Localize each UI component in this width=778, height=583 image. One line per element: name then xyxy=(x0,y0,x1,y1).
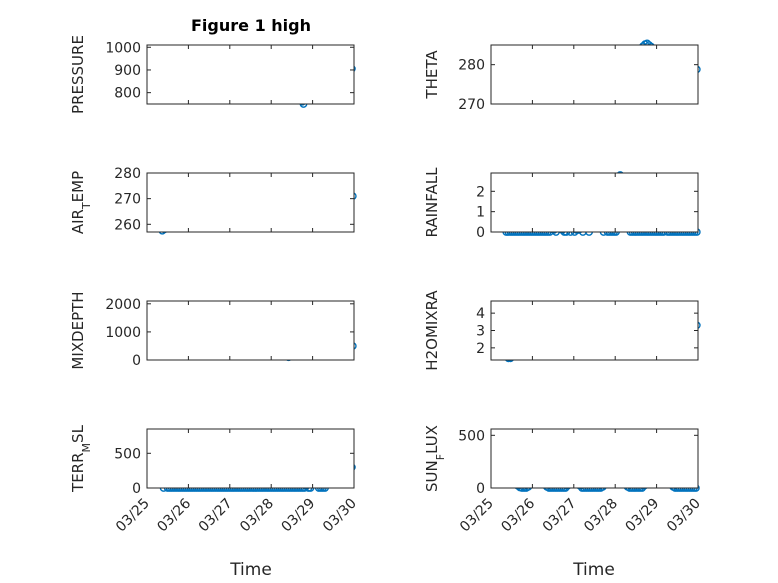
axes-box xyxy=(146,300,355,361)
subplot-h2omixra: 23 4 H2OMIXRA xyxy=(423,290,701,371)
y-axis-label: MIXDEPTH xyxy=(69,291,87,369)
y-tick-label: 280 xyxy=(114,166,141,182)
axes-box xyxy=(490,172,699,233)
axes-box xyxy=(490,300,699,361)
subplot-terr-msl: 0 500 03/25 03/26 03/27 03/28 03/29 03/30 TERRMS… xyxy=(69,424,360,535)
y-tick-label: 1 xyxy=(476,205,485,221)
y-tick-label: 1000 xyxy=(105,40,141,56)
y-tick-label: 0 xyxy=(132,481,141,497)
y-tick-label: 800 xyxy=(114,86,141,102)
x-tick-label: 03/30 xyxy=(664,496,704,536)
y-axis-label: THETA xyxy=(423,50,441,100)
y-tick-label: 1000 xyxy=(105,325,141,341)
x-axis-label-left: Time xyxy=(229,560,272,580)
y-tick-label: 2 xyxy=(476,341,485,357)
x-tick-label: 03/28 xyxy=(581,496,621,536)
x-tick-label: 03/29 xyxy=(279,496,319,536)
y-tick-label: 0 xyxy=(132,353,141,369)
y-tick-label: 500 xyxy=(458,428,485,444)
y-tick-label: 2000 xyxy=(105,297,141,313)
y-tick-label: 280 xyxy=(458,58,485,74)
y-axis-label: H2OMIXRA xyxy=(423,290,441,371)
axes-box xyxy=(146,44,355,105)
y-tick-label: 4 xyxy=(476,306,485,322)
y-tick-label: 900 xyxy=(114,63,141,79)
x-tick-label: 03/25 xyxy=(113,496,153,536)
subplot-sun-flux: 0 500 03/25 03/26 03/27 03/28 03/29 03/30 SUNFLU… xyxy=(423,425,704,535)
x-axis-label-right: Time xyxy=(572,560,615,580)
x-tick-label: 03/30 xyxy=(320,496,360,536)
axes-box xyxy=(146,428,355,489)
y-tick-label: 2 xyxy=(476,184,485,200)
y-tick-label: 270 xyxy=(114,192,141,208)
x-tick-label: 03/29 xyxy=(623,496,663,536)
x-tick-label: 03/26 xyxy=(154,495,194,535)
axes-box xyxy=(490,44,699,105)
subplot-pressure: 800 900 1000 PRESSURE xyxy=(69,35,356,114)
axes-box xyxy=(146,172,355,233)
subplot-theta: 270 280 THETA xyxy=(423,39,701,113)
y-axis-label: TERRMSL xyxy=(69,424,93,493)
x-tick-label: 03/25 xyxy=(457,496,497,536)
figure-title: Figure 1 high xyxy=(191,16,311,35)
y-tick-label: 0 xyxy=(476,225,485,241)
y-axis-label: PRESSURE xyxy=(69,35,87,114)
x-tick-label: 03/26 xyxy=(498,495,538,535)
y-tick-label: 3 xyxy=(476,324,485,340)
y-tick-label: 500 xyxy=(114,446,141,462)
subplot-air-temp: 260 270 280 AIRTEMP xyxy=(69,166,357,235)
y-tick-label: 270 xyxy=(458,97,485,113)
subplot-rainfall: 0 1 2 RAINFALL xyxy=(423,167,701,241)
axes-box xyxy=(490,428,699,489)
y-tick-label: 0 xyxy=(476,481,485,497)
y-axis-label: AIRTEMP xyxy=(69,171,93,234)
y-axis-label: SUNFLUX xyxy=(423,425,447,492)
y-tick-label: 260 xyxy=(114,217,141,233)
x-tick-label: 03/28 xyxy=(237,496,277,536)
subplot-mixdepth: 0 1000 2000 MIXDEPTH xyxy=(69,291,357,370)
x-tick-label: 03/27 xyxy=(540,496,580,536)
y-axis-label: RAINFALL xyxy=(423,167,441,238)
x-tick-label: 03/27 xyxy=(196,496,236,536)
